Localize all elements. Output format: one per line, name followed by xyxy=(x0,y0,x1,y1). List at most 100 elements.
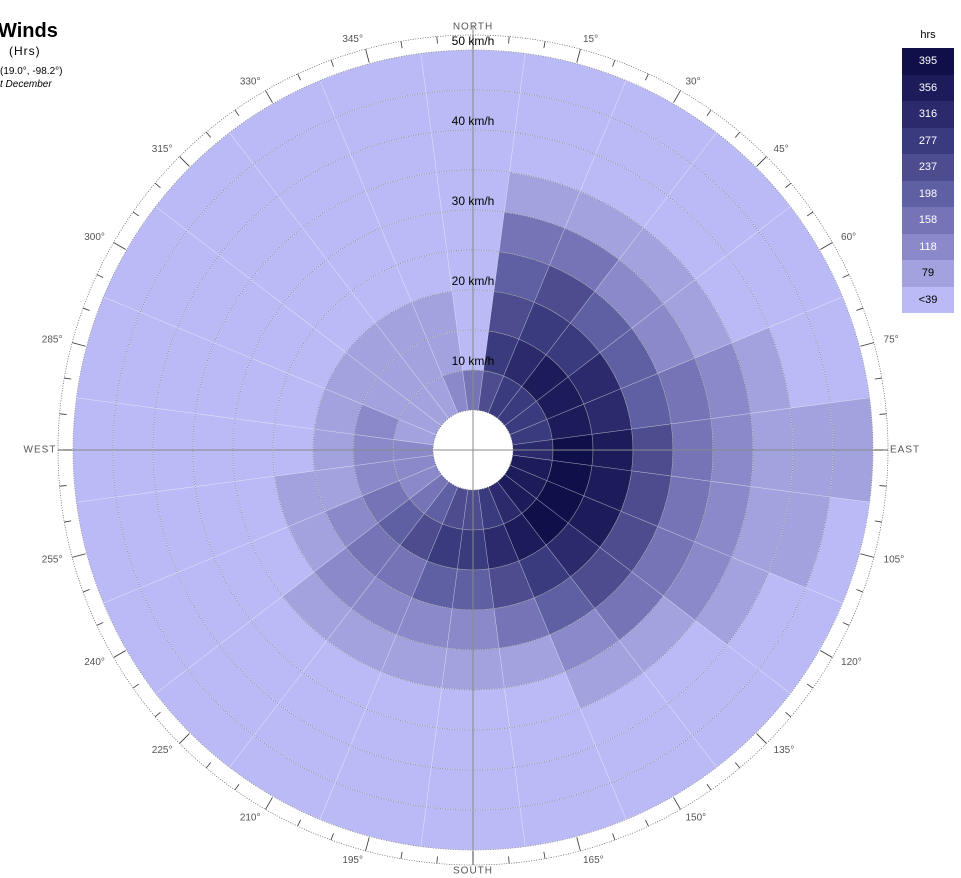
degree-label: 345° xyxy=(342,34,363,45)
wind-cell xyxy=(519,53,627,118)
angle-tick xyxy=(879,413,887,415)
angle-tick xyxy=(543,41,546,49)
angle-tick xyxy=(879,485,887,487)
degree-label: 315° xyxy=(152,144,173,155)
compass-labels: NORTH SOUTH EAST WEST 15° 30° 45° 60° 75° 105° 120… xyxy=(24,22,920,877)
angle-tick xyxy=(842,622,850,626)
outer-ticks xyxy=(58,35,888,865)
angle-tick xyxy=(734,131,741,138)
legend-item: <39 xyxy=(902,286,954,313)
angle-tick xyxy=(806,683,814,689)
speed-ring-label: 50 km/h xyxy=(452,34,495,48)
angle-tick xyxy=(576,49,581,63)
degree-label: 240° xyxy=(84,657,105,668)
west-label: WEST xyxy=(24,445,57,456)
angle-tick xyxy=(205,131,212,138)
angle-tick xyxy=(856,307,864,311)
legend-item: 316 xyxy=(902,101,954,128)
wind-cell xyxy=(213,541,284,621)
wind-cell xyxy=(186,644,279,737)
chart-header: Winds (Hrs) (19.0°, -98.2°) t December xyxy=(0,0,120,100)
degree-label: 120° xyxy=(841,657,862,668)
angle-tick xyxy=(756,156,767,167)
angle-tick xyxy=(365,837,370,851)
angle-tick xyxy=(82,589,90,593)
degree-label: 105° xyxy=(884,555,905,566)
angle-tick xyxy=(82,307,90,311)
angle-tick xyxy=(179,733,190,744)
degree-label: 330° xyxy=(240,77,261,88)
angle-tick xyxy=(820,650,833,658)
degree-label: 210° xyxy=(240,813,261,824)
angle-tick xyxy=(59,413,67,415)
angle-tick xyxy=(179,156,190,167)
angle-tick xyxy=(436,856,438,864)
angle-tick xyxy=(330,59,334,67)
degree-label: 285° xyxy=(42,335,63,346)
angle-tick xyxy=(645,819,649,827)
angle-tick xyxy=(856,589,864,593)
wind-cell xyxy=(365,671,443,728)
degree-label: 225° xyxy=(152,745,173,756)
angle-tick xyxy=(543,851,546,859)
chart-title: Winds xyxy=(0,20,58,42)
angle-tick xyxy=(205,762,212,769)
degree-label: 135° xyxy=(774,745,795,756)
wind-cell xyxy=(326,227,397,292)
angle-tick xyxy=(860,342,874,347)
angle-tick xyxy=(576,837,581,851)
legend-item: 277 xyxy=(902,127,954,154)
degree-label: 60° xyxy=(841,232,856,243)
south-label: SOUTH xyxy=(453,866,493,877)
angle-tick xyxy=(874,520,882,523)
angle-tick xyxy=(436,36,438,44)
degree-label: 195° xyxy=(342,855,363,866)
wind-cell xyxy=(103,587,188,694)
degree-label: 150° xyxy=(686,813,707,824)
legend-item: 158 xyxy=(902,207,954,234)
angle-tick xyxy=(820,242,833,250)
angle-tick xyxy=(154,711,161,718)
chart-subtitle: (Hrs) xyxy=(9,44,41,58)
degree-label: 45° xyxy=(774,144,789,155)
legend-title: hrs xyxy=(920,29,936,41)
legend-item: 237 xyxy=(902,154,954,181)
legend-item: 79 xyxy=(902,260,954,287)
speed-ring-label: 40 km/h xyxy=(452,114,495,128)
legend-item: 356 xyxy=(902,74,954,101)
legend-item: 198 xyxy=(902,180,954,207)
wind-cell xyxy=(229,80,336,165)
angle-tick xyxy=(265,90,273,103)
angle-tick xyxy=(132,683,140,689)
location-coordinates: (19.0°, -98.2°) xyxy=(0,66,63,77)
angle-tick xyxy=(785,182,792,189)
legend-items: 395 356 316 277 237 198 158 118 79 <39 xyxy=(902,48,954,313)
angle-tick xyxy=(400,851,403,859)
period-label: t December xyxy=(0,79,52,90)
degree-label: 15° xyxy=(583,34,598,45)
wind-cell xyxy=(155,668,255,768)
wind-cell xyxy=(694,480,751,558)
degree-label: 165° xyxy=(583,855,604,866)
angle-tick xyxy=(645,73,649,81)
angle-tick xyxy=(72,553,86,558)
angle-tick xyxy=(806,211,814,217)
angle-tick xyxy=(297,73,301,81)
angle-tick xyxy=(234,783,240,791)
angle-tick xyxy=(508,36,510,44)
angle-tick xyxy=(96,274,104,278)
speed-ring-label: 20 km/h xyxy=(452,274,495,288)
angle-tick xyxy=(734,762,741,769)
angle-tick xyxy=(508,856,510,864)
angle-tick xyxy=(673,797,681,810)
angle-tick xyxy=(265,797,273,810)
angle-tick xyxy=(330,833,334,841)
angle-tick xyxy=(72,342,86,347)
angle-tick xyxy=(756,733,767,744)
angle-tick xyxy=(706,109,712,117)
legend: hrs 395 356 316 277 237 198 158 118 79 <39 xyxy=(902,28,954,313)
wind-cell xyxy=(805,496,870,604)
angle-tick xyxy=(874,377,882,380)
degree-label: 300° xyxy=(84,232,105,243)
